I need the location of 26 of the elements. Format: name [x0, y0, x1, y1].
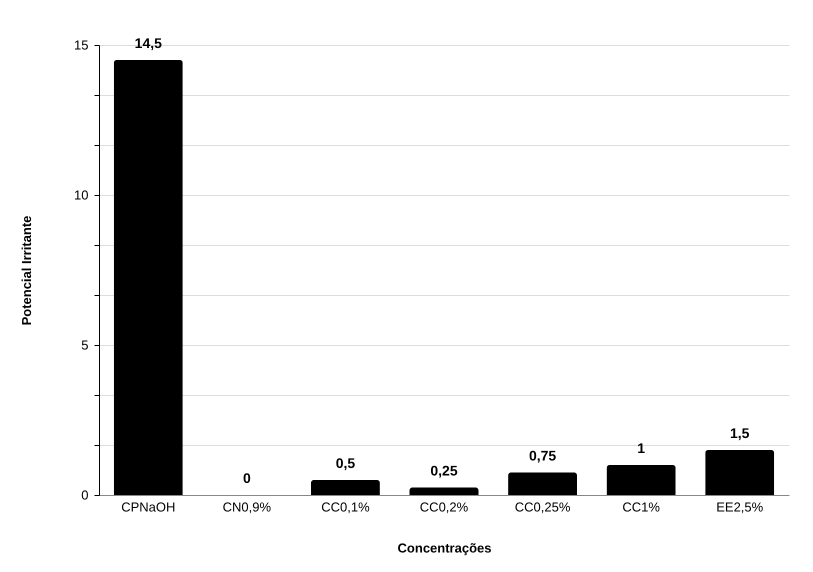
bar [705, 450, 774, 495]
data-label: 0,5 [336, 455, 356, 471]
x-tick-label: EE2,5% [716, 500, 764, 514]
data-label: 1,5 [730, 425, 750, 441]
y-tick-label: 0 [81, 488, 88, 502]
x-tick-label: CN0,9% [222, 500, 272, 514]
y-tick-label: 10 [74, 188, 88, 202]
bar [114, 60, 183, 495]
x-tick-label: CC0,2% [420, 500, 469, 514]
data-label: 14,5 [134, 35, 162, 51]
bar [310, 480, 380, 495]
y-tick-label: 5 [81, 338, 88, 352]
y-axis-title: Potencial Irritante [19, 216, 34, 326]
data-label: 0,25 [430, 462, 458, 478]
y-tick-label: 15 [74, 38, 88, 52]
x-tick-label: CPNaOH [121, 500, 176, 514]
x-axis-title: Concentrações [398, 540, 492, 556]
x-tick-label: CC0,1% [321, 500, 370, 514]
data-label: 0,75 [528, 448, 556, 464]
data-label: 0 [242, 470, 251, 486]
bar [606, 465, 676, 495]
bar [508, 472, 578, 495]
x-tick-label: CC0,25% [514, 500, 571, 514]
data-label: 1 [637, 440, 646, 456]
bar [410, 488, 478, 495]
x-tick-label: CC1% [622, 500, 660, 514]
